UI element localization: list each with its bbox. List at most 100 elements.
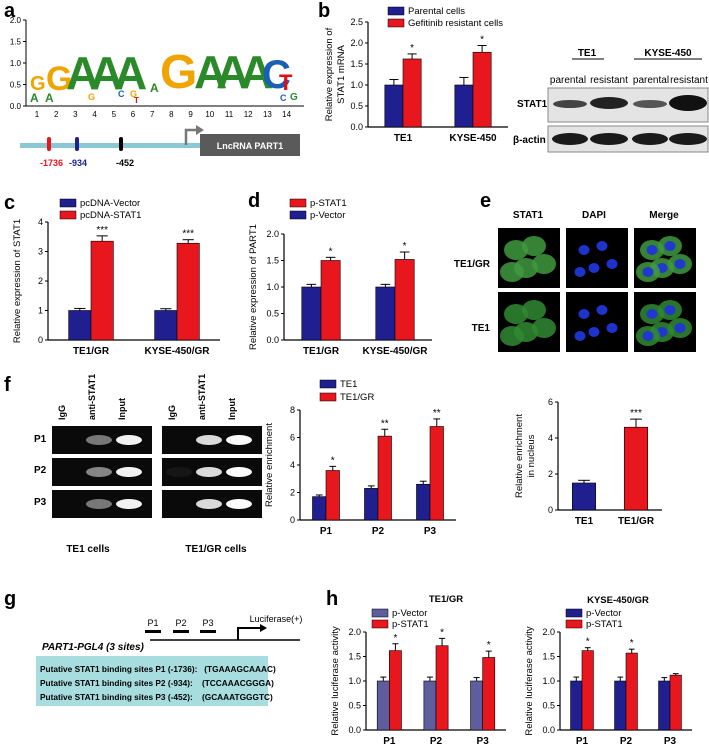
panel-letter-h: h — [326, 588, 339, 610]
blot-lane: resistant — [670, 75, 708, 86]
bar — [320, 260, 341, 341]
y-tick-label: 0.0 — [266, 335, 279, 345]
logo-letter: A — [30, 91, 39, 105]
y-tick-label: 1 — [38, 306, 43, 316]
y-tick-label: 0 — [290, 515, 295, 525]
luciferase-arrow-icon — [237, 627, 262, 640]
y-tick-label: 1.0 — [10, 59, 22, 68]
gel-band — [196, 499, 222, 509]
y-tick-label: 2.0 — [266, 229, 279, 239]
nucleus — [574, 267, 586, 277]
y-tick-label: 0.5 — [10, 81, 22, 90]
nucleus — [674, 323, 686, 333]
blot-group-kyse: KYSE-450 — [644, 48, 692, 59]
bar — [154, 310, 178, 341]
if-col-label: STAT1 — [513, 210, 544, 221]
bar — [429, 426, 444, 521]
if-tile — [566, 228, 628, 288]
cell — [532, 318, 556, 338]
legend-label: p-STAT1 — [586, 619, 623, 630]
band — [633, 100, 667, 108]
bar — [623, 426, 648, 511]
gel-band — [226, 499, 252, 509]
bar — [625, 652, 638, 731]
logo-letter: A — [90, 47, 123, 99]
bar — [301, 286, 322, 341]
significance-label: * — [393, 633, 397, 644]
y-tick-label: 6 — [548, 397, 553, 407]
x-tick-label: 14 — [282, 110, 291, 119]
y-tick-label: 1.5 — [350, 59, 363, 69]
gene-label: LncRNA PART1 — [217, 141, 284, 151]
gel-band — [166, 467, 192, 477]
gel-band — [116, 499, 142, 509]
bar — [435, 645, 449, 731]
gel-lane-label: Input — [117, 398, 127, 420]
y-axis-label: Relative luciferase activity — [524, 626, 535, 736]
blot-lane: resistant — [590, 75, 628, 86]
site-label-452: -452 — [116, 158, 134, 168]
gel-lane-label: Input — [227, 398, 237, 420]
bar — [384, 84, 404, 128]
y-tick-label: 1.0 — [266, 282, 279, 292]
logo-letter: T — [134, 96, 139, 105]
significance-label: * — [480, 35, 484, 46]
legend-swatch — [371, 619, 389, 629]
band — [632, 133, 668, 145]
legend-label: p-Vector — [392, 608, 427, 619]
legend-swatch — [59, 198, 77, 208]
y-axis-label: Relative enrichment — [264, 423, 275, 507]
logo-letter: A — [45, 91, 54, 105]
legend-label: TE1/GR — [340, 392, 374, 403]
x-tick-label: P1 — [320, 526, 333, 537]
x-tick-label: 4 — [92, 110, 97, 119]
immunofluorescence-grid: STAT1 DAPI Merge TE1/GR TE1 — [454, 210, 696, 352]
band — [669, 133, 707, 145]
x-tick-label: 1 — [35, 110, 40, 119]
nucleus — [578, 245, 590, 255]
site-p3: P3 — [202, 618, 213, 628]
chart-h2: 0.0 0.5 1.0 1.5 2.0 Relative luciferase activ… — [524, 595, 692, 747]
logo-letter: A — [150, 81, 159, 95]
y-tick-label: 0.5 — [350, 101, 363, 111]
y-tick-label: 1.0 — [542, 676, 555, 686]
y-tick-label: 1.5 — [542, 652, 555, 662]
nucleus — [596, 241, 608, 251]
nucleus — [664, 305, 676, 315]
bar — [90, 240, 114, 341]
if-row-label: TE1/GR — [454, 259, 491, 270]
chart-d: 0.0 0.5 1.0 1.5 2.0 Relative expression of PA… — [248, 198, 432, 357]
significance-label: *** — [182, 229, 194, 240]
x-tick-label: 5 — [112, 110, 117, 119]
nucleus — [578, 309, 590, 319]
logo-letter: A — [66, 47, 99, 99]
y-axis-label: in nucleus — [526, 434, 537, 477]
bar — [68, 310, 92, 341]
nucleus — [642, 331, 654, 341]
site-label-934: -934 — [69, 158, 87, 168]
logo-letter: C — [280, 93, 287, 103]
y-tick-label: 0 — [38, 335, 43, 345]
gel-lane-label: anti-STAT1 — [87, 374, 97, 420]
gene-box — [200, 134, 300, 156]
bar — [312, 496, 327, 521]
legend-swatch — [387, 6, 405, 16]
chart-f: 0 2 4 6 8 Relative enrichment * P1 ** P2 ** P3 TE1 TE… — [264, 379, 456, 537]
nucleus — [588, 327, 600, 337]
blot-row-label: β-actin — [513, 135, 546, 146]
y-tick-label: 0.5 — [266, 309, 279, 319]
legend-swatch — [319, 392, 337, 402]
logo-letter: A — [240, 46, 273, 98]
gel-band — [86, 435, 112, 445]
gel-lane-label: anti-STAT1 — [197, 374, 207, 420]
panel-letter-d: d — [248, 190, 261, 212]
y-tick-label: 1.5 — [266, 256, 279, 266]
legend-swatch — [59, 210, 77, 220]
x-tick-label: 2 — [54, 110, 59, 119]
nucleus — [646, 245, 658, 255]
promoter-line — [20, 143, 200, 148]
x-tick-label: P3 — [664, 736, 677, 747]
bar — [571, 482, 596, 511]
x-tick-label: P3 — [424, 526, 437, 537]
y-tick-label: 2 — [290, 488, 295, 498]
